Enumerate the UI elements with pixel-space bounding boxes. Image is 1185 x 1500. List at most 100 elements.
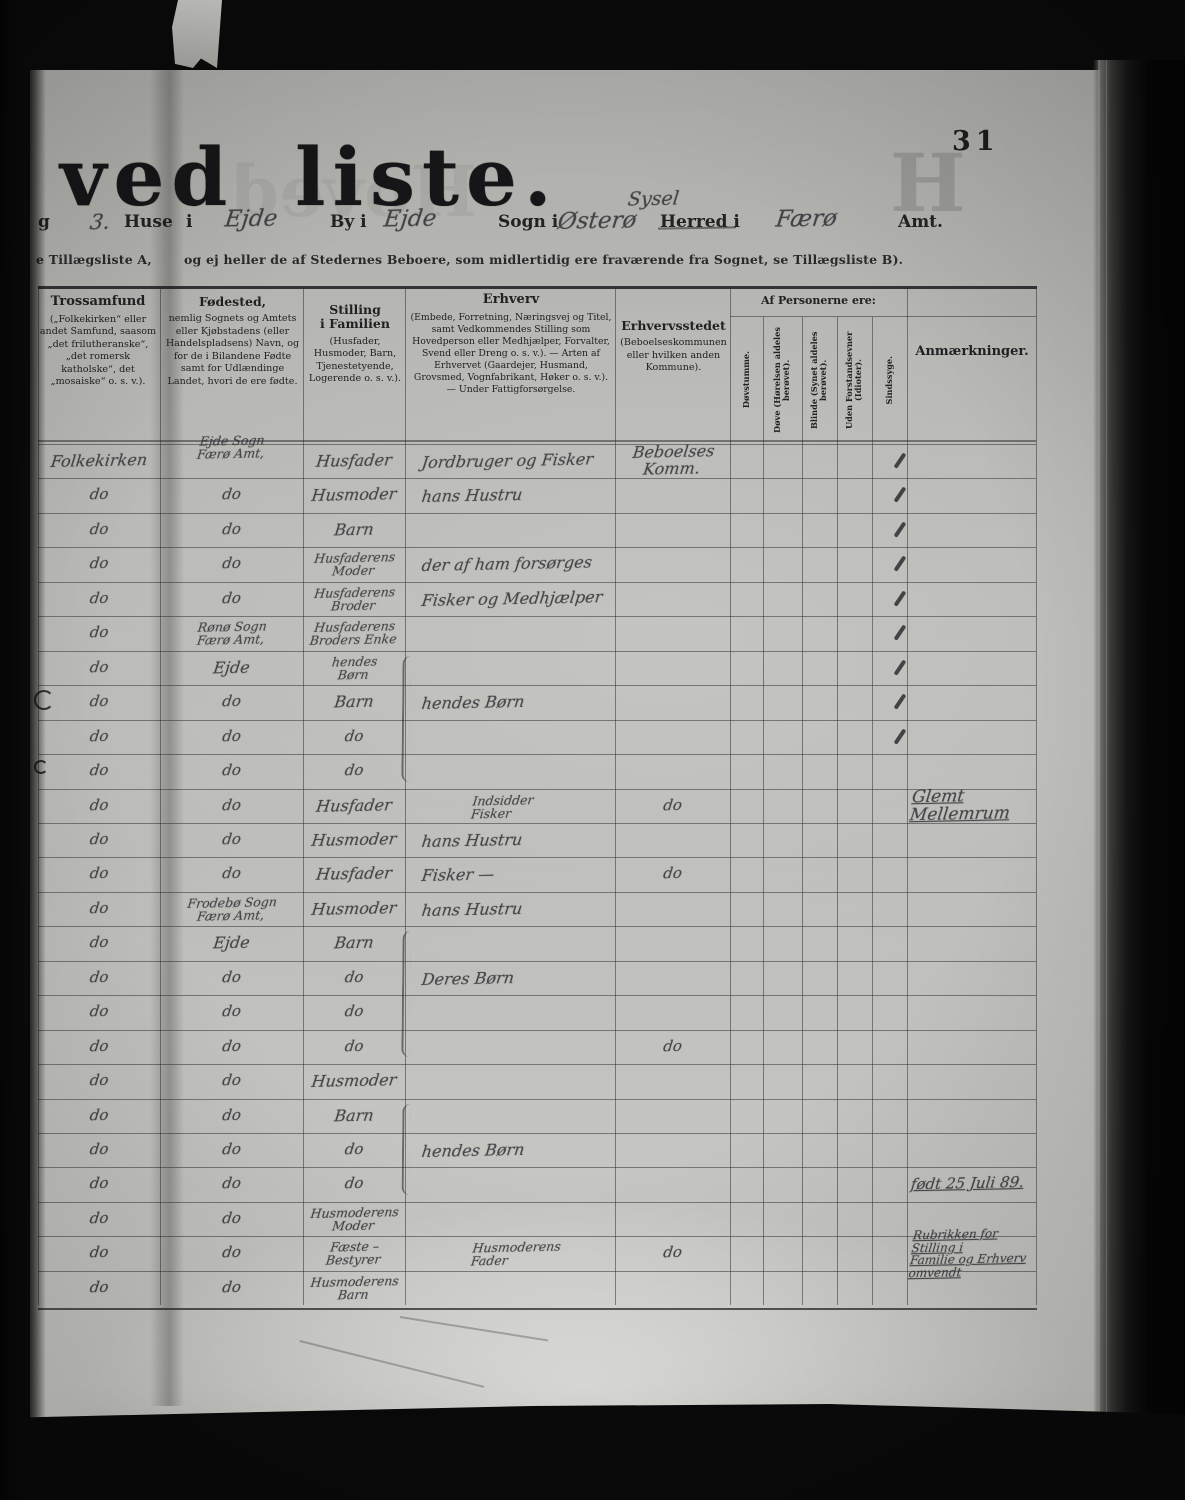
table-cell-fodested: do — [221, 1277, 243, 1297]
table-cell-stilling: Husfaderens Broder — [313, 584, 397, 614]
table-cell-erhverv: hans Hustru — [420, 485, 524, 507]
table-cell-trossamfund: do — [88, 1277, 110, 1297]
check-mark — [893, 555, 906, 572]
check-mark — [893, 521, 906, 538]
table-cell-stilling: do — [343, 1140, 365, 1159]
county-value: Færø — [774, 205, 839, 233]
note-line-left: e Tillægsliste A, — [36, 252, 152, 267]
table-cell-trossamfund: do — [88, 1209, 110, 1228]
row-line — [38, 788, 1036, 790]
huse-label: Huse — [124, 212, 173, 232]
row-line — [38, 650, 1036, 652]
table-cell-trossamfund: do — [88, 967, 110, 987]
table-cell-stilling: Husmoderens Moder — [309, 1204, 400, 1234]
torn-tape-fragment — [172, 0, 222, 68]
table-cell-trossamfund: do — [88, 898, 110, 918]
table-cell-stilling: Fæste – Bestyrer — [325, 1238, 382, 1269]
table-cell-fodested: do — [221, 1174, 243, 1193]
parish-value: Østerø — [556, 207, 639, 235]
table-cell-sted: do — [662, 795, 684, 815]
table-cell-stilling: Barn — [333, 691, 375, 712]
col-header-blinde: Blinde (Synet aldeles berøvet). — [809, 331, 829, 429]
table-cell-trossamfund: do — [88, 692, 110, 711]
book-edge-shadow — [1093, 60, 1185, 1500]
table-cell-erhverv: Fisker — — [420, 864, 496, 886]
row-line — [38, 1098, 1036, 1100]
table-cell-stilling: do — [343, 1174, 365, 1193]
grid-vline — [1036, 289, 1037, 1306]
table-cell-fodested: do — [221, 692, 243, 711]
check-mark — [893, 693, 906, 710]
grid-vline — [405, 289, 406, 1306]
table-cell-erhverv: Jordbruger og Fisker — [420, 449, 595, 472]
table-cell-stilling: Barn — [333, 519, 375, 540]
table-cell-anm: Glemt Mellemrum — [908, 786, 1012, 826]
table-cell-stilling: do — [343, 761, 365, 780]
check-mark — [893, 590, 906, 607]
af-personerne-header: Af Personerne ere: — [761, 294, 876, 307]
col-header-uden-forstandsevner: Uden Forstandsevner (Idioter). — [844, 331, 864, 429]
col-header-anmaerkninger: Anmærkninger. — [915, 344, 1029, 359]
table-cell-erhverv: Deres Børn — [420, 967, 516, 989]
row-line — [38, 547, 1036, 549]
cutoff-writing-mark — [34, 690, 54, 710]
table-cell-trossamfund: do — [88, 1105, 110, 1125]
col-header-trossamfund: Trossamfund („Folkekirken“ eller andet S… — [39, 294, 157, 388]
table-cell-erhverv: hans Hustru — [420, 898, 524, 920]
grid-vline — [802, 317, 803, 1306]
check-mark — [893, 624, 906, 641]
table-cell-trossamfund: do — [88, 520, 110, 539]
table-cell-erhverv: hans Hustru — [420, 829, 524, 851]
table-cell-stilling: Husmoder — [310, 828, 398, 850]
table-cell-erhverv: der af ham forsørges — [420, 552, 594, 576]
table-cell-fodested: Frodebø Sogn Færø Amt, — [186, 894, 278, 924]
table-cell-fodested: do — [221, 1209, 243, 1228]
check-mark — [893, 659, 906, 676]
table-cell-sted: Beboelses Komm. — [631, 441, 716, 479]
table-cell-sted: do — [662, 1243, 684, 1262]
grid-vline — [730, 289, 731, 1306]
i-label: i — [186, 212, 193, 232]
table-cell-trossamfund: do — [88, 1140, 110, 1159]
table-cell-fodested: do — [221, 1071, 243, 1090]
left-black-border — [0, 0, 46, 1500]
town-value: Ejde — [223, 205, 279, 233]
table-cell-fodested: do — [221, 554, 243, 573]
table-cell-fodested: do — [221, 520, 243, 539]
table-cell-fodested: do — [221, 1243, 243, 1262]
note-line-right: og ej heller de af Stedernes Beboere, so… — [184, 252, 904, 267]
table-cell-stilling: Husmoderens Barn — [309, 1272, 400, 1303]
table-cell-anm: Rubrikken for Stilling i Familie og Erhv… — [907, 1226, 1028, 1281]
row-line — [38, 926, 1036, 928]
row-line — [38, 685, 1036, 687]
syssel-value: Sysel — [626, 187, 681, 211]
row-line — [38, 1133, 1036, 1134]
table-cell-trossamfund: do — [88, 795, 110, 815]
census-table: Trossamfund („Folkekirken“ eller andet S… — [38, 286, 1037, 1310]
group-brace — [401, 931, 411, 1058]
table-cell-stilling: do — [343, 1036, 365, 1056]
row-line — [38, 1029, 1036, 1031]
grid-vline — [303, 289, 304, 1306]
row-line — [38, 581, 1036, 583]
table-cell-stilling: do — [343, 726, 365, 746]
col-header-erhverv: Erhverv (Embede, Forretning, Næringsvej … — [410, 292, 612, 396]
table-cell-anm: født 25 Juli 89. — [909, 1173, 1026, 1195]
row-line — [38, 719, 1036, 721]
table-cell-stilling: Husfader — [315, 863, 393, 884]
table-cell-fodested: do — [221, 485, 243, 504]
row-line — [38, 1167, 1036, 1169]
grid-vline — [872, 317, 873, 1306]
grid-vline — [763, 317, 764, 1306]
table-cell-sted: do — [662, 864, 684, 883]
page-edge-streak — [1106, 60, 1107, 1500]
table-cell-stilling: Husfader — [315, 450, 393, 471]
table-cell-fodested: Rønø Sogn Færø Amt, — [196, 618, 268, 649]
table-cell-fodested: do — [221, 830, 243, 849]
table-cell-sted: do — [662, 1036, 684, 1056]
col-header-stilling: Stilling i Familien (Husfader, Husmoder,… — [308, 302, 402, 385]
table-cell-stilling: do — [343, 967, 365, 987]
table-cell-trossamfund: do — [88, 1243, 110, 1262]
table-cell-fodested: do — [221, 1105, 243, 1125]
col-header-sindssyge: Sindssyge. — [883, 355, 894, 405]
